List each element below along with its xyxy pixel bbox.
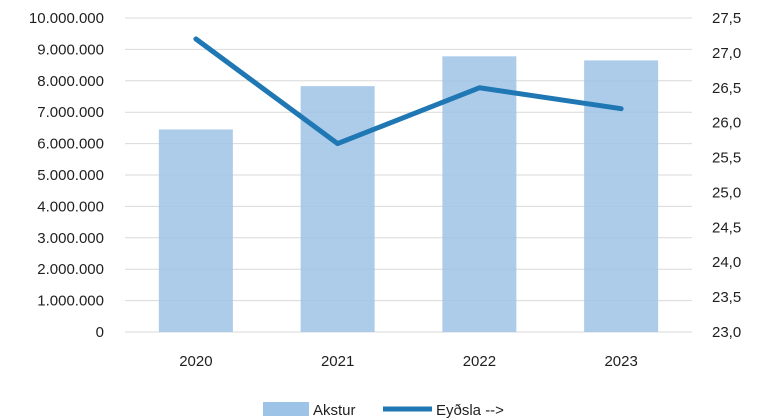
- right-tick-label: 26,5: [712, 80, 741, 97]
- left-tick-label: 3.000.000: [37, 230, 104, 247]
- x-category-label: 2021: [321, 353, 354, 370]
- right-tick-label: 25,0: [712, 184, 741, 201]
- right-tick-label: 24,0: [712, 254, 741, 271]
- legend-swatch-akstur: [263, 402, 309, 416]
- left-tick-label: 8.000.000: [37, 73, 104, 90]
- line-series-eydsla: [193, 36, 624, 147]
- right-tick-label: 23,5: [712, 289, 741, 306]
- right-axis-ticks: 23,0 23,5 24,0 24,5 25,0 25,5 26,0 26,5 27,0 27,5: [712, 10, 741, 341]
- left-tick-label: 0: [96, 324, 104, 341]
- left-tick-label: 9.000.000: [37, 41, 104, 58]
- right-tick-label: 24,5: [712, 219, 741, 236]
- x-category-label: 2022: [463, 353, 496, 370]
- legend: Akstur Eyðsla -->: [263, 402, 504, 419]
- right-tick-label: 26,0: [712, 115, 741, 132]
- right-tick-label: 27,0: [712, 45, 741, 62]
- left-tick-label: 7.000.000: [37, 104, 104, 121]
- x-category-label: 2023: [604, 353, 637, 370]
- left-tick-label: 10.000.000: [29, 10, 104, 27]
- bar-akstur-2023: [584, 60, 659, 332]
- bar-series-akstur: [158, 56, 659, 333]
- x-category-label: 2020: [179, 353, 212, 370]
- left-tick-label: 2.000.000: [37, 261, 104, 278]
- x-axis-categories: 2020 2021 2022 2023: [179, 353, 638, 370]
- legend-label-eydsla: Eyðsla -->: [436, 402, 504, 419]
- right-tick-label: 27,5: [712, 10, 741, 27]
- bar-akstur-2022: [442, 56, 517, 333]
- left-tick-label: 5.000.000: [37, 167, 104, 184]
- legend-label-akstur: Akstur: [313, 402, 356, 419]
- left-tick-label: 6.000.000: [37, 136, 104, 153]
- left-axis-ticks: 0 1.000.000 2.000.000 3.000.000 4.000.000 5.0…: [29, 10, 104, 341]
- left-tick-label: 1.000.000: [37, 293, 104, 310]
- right-tick-label: 23,0: [712, 324, 741, 341]
- line-eydsla: [193, 36, 624, 147]
- right-tick-label: 25,5: [712, 150, 741, 167]
- left-tick-label: 4.000.000: [37, 198, 104, 215]
- bar-akstur-2020: [158, 129, 233, 332]
